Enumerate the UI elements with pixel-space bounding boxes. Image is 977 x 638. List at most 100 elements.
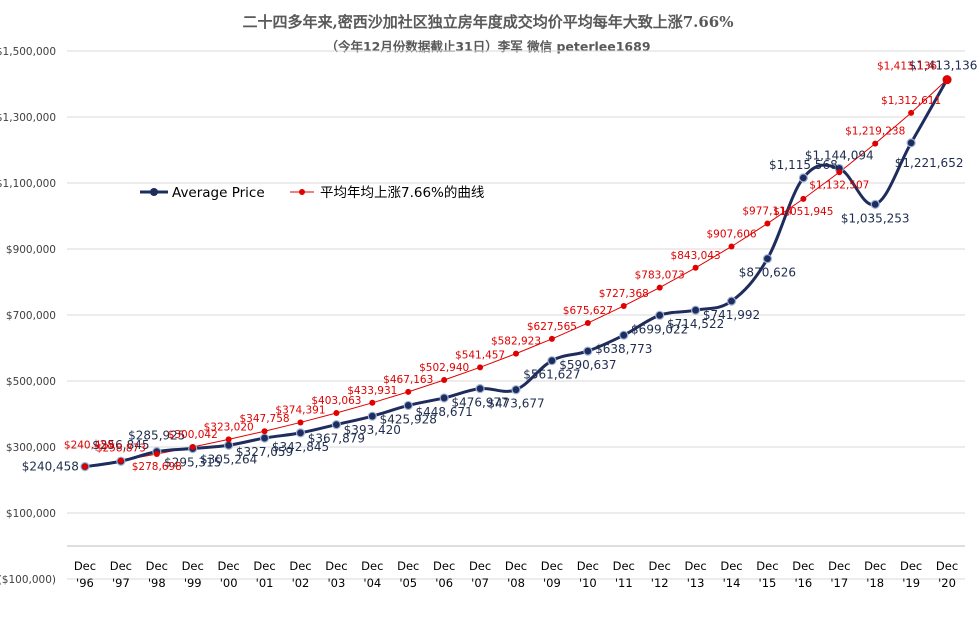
- x-tick-label: Dec: [182, 559, 204, 573]
- trend-point: [189, 443, 196, 450]
- average-price-label: $367,879: [308, 432, 365, 446]
- legend-marker-average-price: [150, 188, 158, 196]
- average-price-label: $1,115,568: [769, 158, 838, 172]
- trend-label: $727,368: [599, 288, 649, 300]
- x-tick-label-year: '18: [866, 576, 884, 590]
- average-price-label: $256,845: [92, 438, 149, 452]
- trend-point: [117, 457, 124, 464]
- average-price-point: [259, 433, 270, 443]
- x-tick-label: Dec: [218, 559, 240, 573]
- average-price-label: $741,992: [703, 308, 760, 322]
- legend-marker-trend: [299, 189, 305, 195]
- average-price-point: [367, 411, 377, 421]
- average-price-label: $1,144,094: [805, 148, 874, 162]
- x-tick-label: Dec: [325, 559, 347, 573]
- trend-label: $467,163: [383, 374, 433, 386]
- average-price-point: [439, 393, 449, 403]
- trend-point: [261, 428, 268, 435]
- average-price-point: [762, 254, 773, 264]
- x-tick-label-year: '03: [328, 576, 346, 590]
- x-tick-label: Dec: [146, 559, 168, 573]
- x-tick-label-year: '09: [543, 576, 561, 590]
- x-axis-ticks: Dec '96 Dec '97 Dec '98 Dec '99 Dec '00 Dec '01 Dec '…: [74, 559, 958, 590]
- x-tick-label: Dec: [864, 559, 886, 573]
- x-tick-label: Dec: [684, 559, 706, 573]
- average-price-label: $327,059: [236, 445, 293, 459]
- trend-point: [800, 195, 807, 202]
- x-tick-label: Dec: [613, 559, 635, 573]
- average-price-label: $1,035,253: [841, 211, 910, 225]
- x-tick-label: Dec: [433, 559, 455, 573]
- x-tick-label-year: '11: [615, 576, 633, 590]
- trend-label: $843,043: [671, 250, 721, 262]
- x-tick-label-year: '05: [399, 576, 417, 590]
- average-price-label: $448,671: [416, 405, 473, 419]
- average-price-label: $1,413,136: [909, 59, 977, 73]
- average-price-point: [798, 173, 808, 183]
- x-tick-label: Dec: [74, 559, 96, 573]
- average-price-label: $342,845: [272, 440, 329, 454]
- x-tick-label-year: '98: [148, 576, 166, 590]
- trend-label: $1,219,238: [845, 126, 905, 138]
- average-price-label: $305,264: [200, 452, 257, 466]
- trend-point: [369, 399, 376, 406]
- x-tick-label: Dec: [361, 559, 383, 573]
- trend-point: [656, 284, 663, 291]
- y-tick-label: $1,300,000: [0, 112, 56, 124]
- y-tick-label: $900,000: [6, 244, 56, 256]
- data-label-layer: $240,458$256,845$285,925$295,315$305,264…: [22, 59, 977, 474]
- average-price-point: [224, 440, 234, 450]
- trend-label: $1,413,136: [877, 61, 937, 73]
- trend-point: [153, 451, 160, 458]
- x-tick-label: Dec: [828, 559, 850, 573]
- trend-point: [728, 243, 735, 250]
- x-tick-label-year: '10: [579, 576, 597, 590]
- y-axis-ticks: ($100,000) $100,000 $300,000 $500,000 $700,0…: [0, 46, 56, 586]
- trend-point: [908, 109, 915, 116]
- x-tick-label: Dec: [900, 559, 922, 573]
- x-tick-label-year: '08: [507, 576, 525, 590]
- trend-point: [441, 377, 448, 384]
- x-tick-label-year: '16: [794, 576, 812, 590]
- series-layer: [80, 75, 952, 472]
- trend-point: [297, 419, 304, 426]
- x-tick-label-year: '02: [292, 576, 310, 590]
- trend-label: $907,606: [706, 228, 756, 240]
- average-price-label: $1,221,652: [895, 156, 964, 170]
- trend-label: $374,391: [275, 404, 325, 416]
- trend-point: [333, 409, 340, 416]
- x-tick-label: Dec: [649, 559, 671, 573]
- x-tick-label-year: '00: [220, 576, 238, 590]
- x-tick-label-year: '97: [112, 576, 130, 590]
- trend-point: [81, 463, 88, 470]
- trend-label: $347,758: [240, 413, 290, 425]
- average-price-point: [547, 356, 557, 366]
- trend-point: [477, 364, 484, 371]
- average-price-point: [511, 385, 521, 395]
- trend-label: $240,458: [64, 440, 114, 452]
- average-price-point: [619, 330, 629, 340]
- average-price-label: $425,928: [380, 412, 437, 426]
- trend-label: $627,565: [527, 321, 577, 333]
- average-price-label: $476,977: [451, 396, 508, 410]
- x-tick-label: Dec: [253, 559, 275, 573]
- grid-layer: [67, 50, 965, 580]
- trend-label: $502,940: [419, 362, 469, 374]
- y-tick-label: $500,000: [6, 376, 56, 388]
- average-price-point: [726, 296, 737, 306]
- average-price-label: $285,925: [128, 429, 185, 443]
- trend-label: $1,051,945: [773, 206, 833, 218]
- average-price-point: [403, 400, 413, 411]
- trend-label: $977,114: [742, 206, 792, 218]
- x-tick-label: Dec: [792, 559, 814, 573]
- average-price-point: [295, 428, 306, 438]
- x-tick-label-year: '12: [651, 576, 669, 590]
- x-tick-label: Dec: [936, 559, 958, 573]
- x-tick-label: Dec: [541, 559, 563, 573]
- trend-point: [692, 264, 699, 271]
- trend-point: [836, 169, 843, 176]
- trend-point: [872, 140, 879, 147]
- x-tick-label: Dec: [756, 559, 778, 573]
